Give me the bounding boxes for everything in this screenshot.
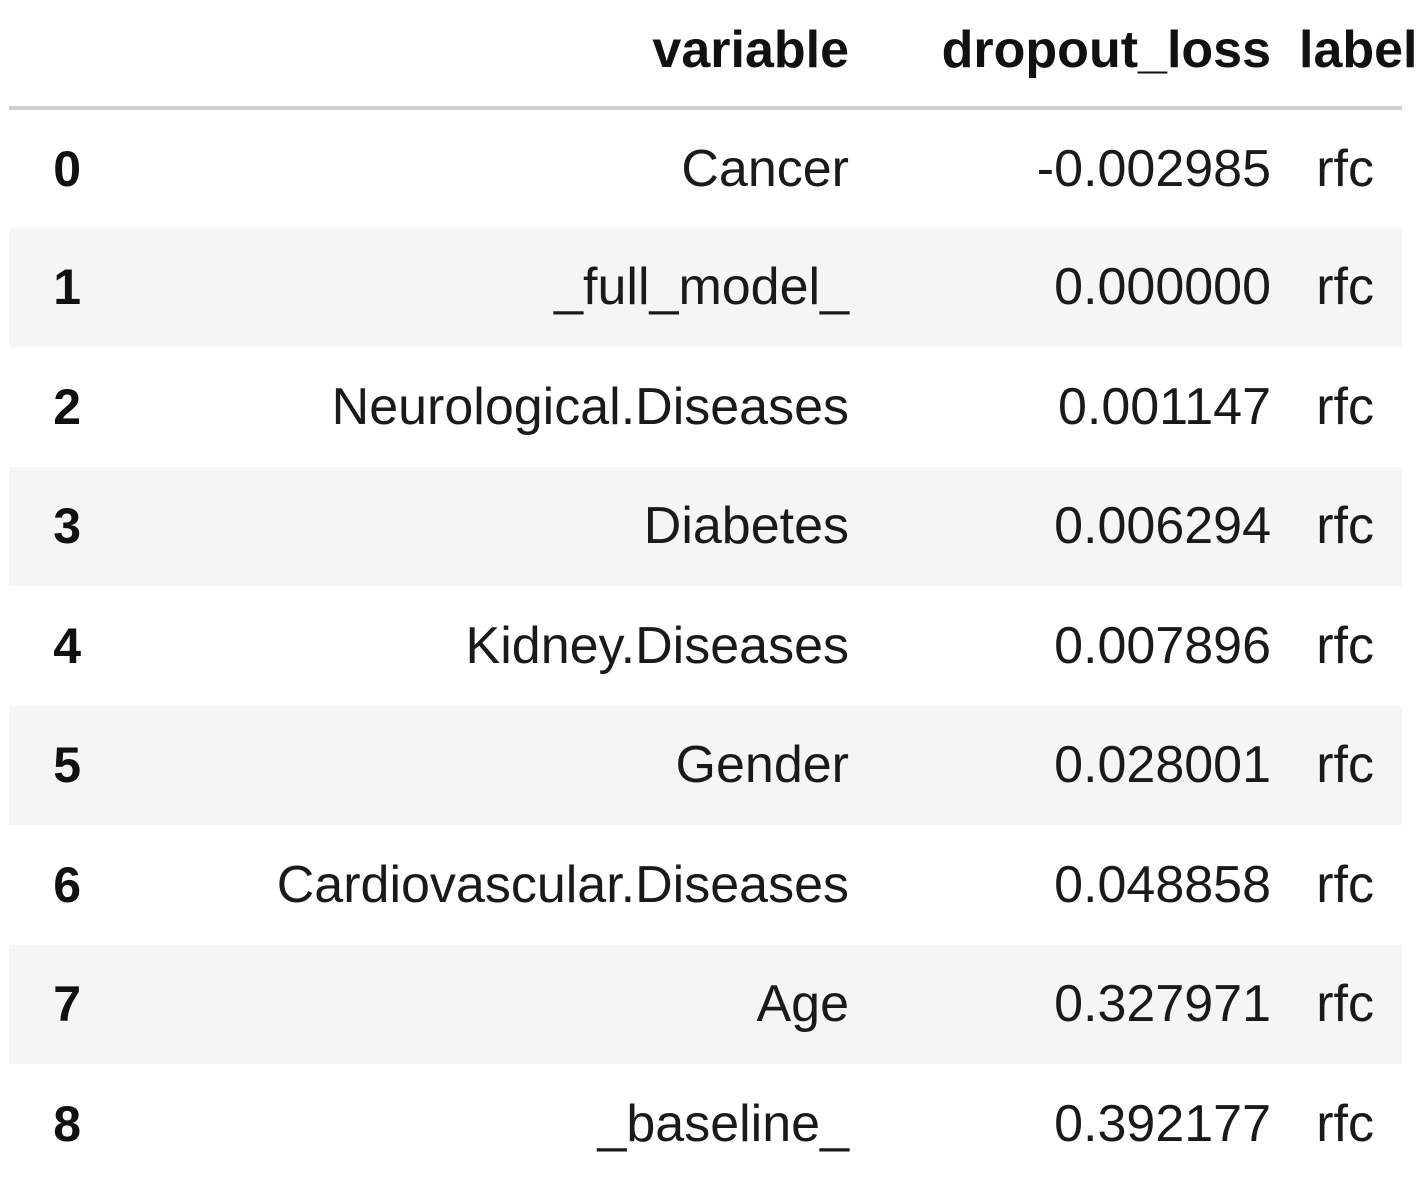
table-row: 8 _baseline_ 0.392177 rfc bbox=[9, 1064, 1402, 1184]
cell-variable: Kidney.Diseases bbox=[465, 616, 849, 675]
table-row: 0 Cancer -0.002985 rfc bbox=[9, 108, 1402, 228]
row-index: 0 bbox=[53, 140, 81, 197]
header-label: label bbox=[1299, 21, 1418, 79]
cell-dropout-loss: 0.392177 bbox=[1054, 1094, 1271, 1153]
row-index: 3 bbox=[53, 498, 81, 555]
cell-label: rfc bbox=[1316, 975, 1374, 1034]
dataframe-output: variable dropout_loss label 0 Cancer -0.… bbox=[9, 0, 1418, 1184]
cell-label: rfc bbox=[1316, 736, 1374, 795]
cell-label: rfc bbox=[1316, 139, 1374, 198]
cell-label: rfc bbox=[1316, 497, 1374, 556]
table-row: 1 _full_model_ 0.000000 rfc bbox=[9, 227, 1402, 347]
cell-variable: Gender bbox=[675, 736, 849, 795]
header-row: variable dropout_loss label bbox=[9, 0, 1418, 108]
table-body: 0 Cancer -0.002985 rfc 1 _full_model_ 0.… bbox=[9, 108, 1402, 1184]
table-header: variable dropout_loss label bbox=[9, 0, 1418, 108]
cell-label: rfc bbox=[1316, 616, 1374, 675]
cell-dropout-loss: 0.028001 bbox=[1054, 736, 1271, 795]
cell-label: rfc bbox=[1316, 258, 1374, 317]
cell-label: rfc bbox=[1316, 855, 1374, 914]
cell-variable: _full_model_ bbox=[554, 258, 849, 317]
cell-dropout-loss: 0.327971 bbox=[1054, 975, 1271, 1034]
cell-variable: Cardiovascular.Diseases bbox=[276, 855, 849, 914]
cell-variable: Cancer bbox=[681, 139, 849, 198]
table-row: 7 Age 0.327971 rfc bbox=[9, 944, 1402, 1064]
header-variable: variable bbox=[652, 21, 849, 79]
cell-variable: _baseline_ bbox=[597, 1094, 849, 1153]
row-index: 1 bbox=[53, 259, 81, 316]
cell-label: rfc bbox=[1316, 377, 1374, 436]
table-row: 4 Kidney.Diseases 0.007896 rfc bbox=[9, 586, 1402, 706]
table-row: 3 Diabetes 0.006294 rfc bbox=[9, 466, 1402, 586]
cell-dropout-loss: 0.048858 bbox=[1054, 855, 1271, 914]
header-dropout-loss: dropout_loss bbox=[941, 21, 1271, 79]
cell-dropout-loss: 0.007896 bbox=[1054, 616, 1271, 675]
dataframe-table: variable dropout_loss label 0 Cancer -0.… bbox=[9, 0, 1418, 1184]
cell-variable: Neurological.Diseases bbox=[331, 377, 849, 436]
cell-dropout-loss: 0.000000 bbox=[1054, 258, 1271, 317]
cell-variable: Age bbox=[756, 975, 849, 1034]
table-row: 5 Gender 0.028001 rfc bbox=[9, 705, 1402, 825]
table-row: 6 Cardiovascular.Diseases 0.048858 rfc bbox=[9, 825, 1402, 945]
cell-dropout-loss: -0.002985 bbox=[1036, 139, 1271, 198]
cell-dropout-loss: 0.006294 bbox=[1054, 497, 1271, 556]
row-index: 5 bbox=[53, 737, 81, 794]
row-index: 2 bbox=[53, 378, 81, 435]
row-index: 6 bbox=[53, 856, 81, 913]
row-index: 4 bbox=[53, 617, 81, 674]
cell-variable: Diabetes bbox=[643, 497, 849, 556]
cell-label: rfc bbox=[1316, 1094, 1374, 1153]
table-row: 2 Neurological.Diseases 0.001147 rfc bbox=[9, 347, 1402, 467]
row-index: 8 bbox=[53, 1095, 81, 1152]
header-index bbox=[9, 0, 109, 108]
row-index: 7 bbox=[53, 976, 81, 1033]
cell-dropout-loss: 0.001147 bbox=[1057, 377, 1271, 436]
